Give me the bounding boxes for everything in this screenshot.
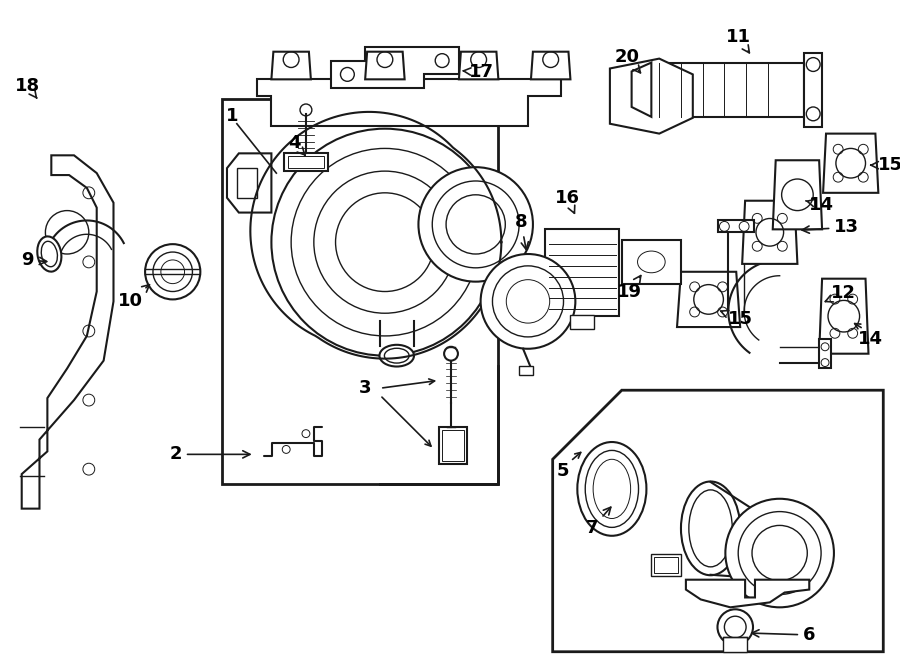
Circle shape [481,254,575,349]
Bar [654,557,678,573]
Bar [718,221,754,232]
Ellipse shape [681,481,740,575]
Polygon shape [531,52,571,79]
Text: 7: 7 [586,507,611,537]
Bar [544,229,619,316]
Text: 20: 20 [614,48,641,73]
Bar [652,554,681,576]
Polygon shape [272,52,310,79]
Text: 15: 15 [721,310,752,328]
Text: 8: 8 [515,214,528,249]
Circle shape [272,129,499,356]
Bar [571,315,594,329]
Text: 3: 3 [359,379,372,397]
Bar [805,53,822,127]
Polygon shape [686,580,809,607]
Ellipse shape [577,442,646,536]
Text: 4: 4 [288,134,305,155]
Bar [519,366,533,375]
Polygon shape [819,279,868,354]
Circle shape [145,244,201,299]
Polygon shape [365,52,405,79]
Text: 14: 14 [858,330,883,348]
Text: 11: 11 [725,28,751,53]
Text: 16: 16 [555,189,580,214]
Text: 10: 10 [118,285,149,311]
Text: 6: 6 [752,626,815,644]
Text: 1: 1 [226,107,239,125]
Text: 19: 19 [617,276,642,301]
Bar [222,99,499,484]
Circle shape [725,499,834,607]
Ellipse shape [380,345,414,366]
Circle shape [444,347,458,361]
Bar [237,168,256,198]
Polygon shape [227,153,272,213]
Text: 5: 5 [556,462,569,480]
Polygon shape [22,155,113,508]
Text: 17: 17 [464,63,494,81]
Text: 15: 15 [871,156,900,175]
Bar [652,63,805,117]
Bar [288,156,324,168]
Polygon shape [824,134,878,193]
Bar [819,339,831,368]
Polygon shape [632,63,652,117]
Text: 9: 9 [22,251,47,269]
Polygon shape [553,390,883,652]
Polygon shape [677,272,740,327]
Bar [442,430,464,461]
Bar [439,427,467,464]
Polygon shape [622,240,681,284]
Text: 12: 12 [825,284,856,303]
Text: 13: 13 [802,218,859,237]
Text: 18: 18 [15,77,40,98]
Polygon shape [610,59,693,134]
Polygon shape [742,201,797,264]
Circle shape [418,167,533,282]
Polygon shape [459,52,499,79]
Bar [284,153,328,171]
Polygon shape [330,47,459,88]
Bar [724,637,747,652]
Text: 14: 14 [806,196,833,214]
Ellipse shape [37,237,61,272]
Circle shape [717,609,753,645]
Polygon shape [773,160,822,229]
Text: 2: 2 [169,446,250,463]
Polygon shape [256,79,561,126]
